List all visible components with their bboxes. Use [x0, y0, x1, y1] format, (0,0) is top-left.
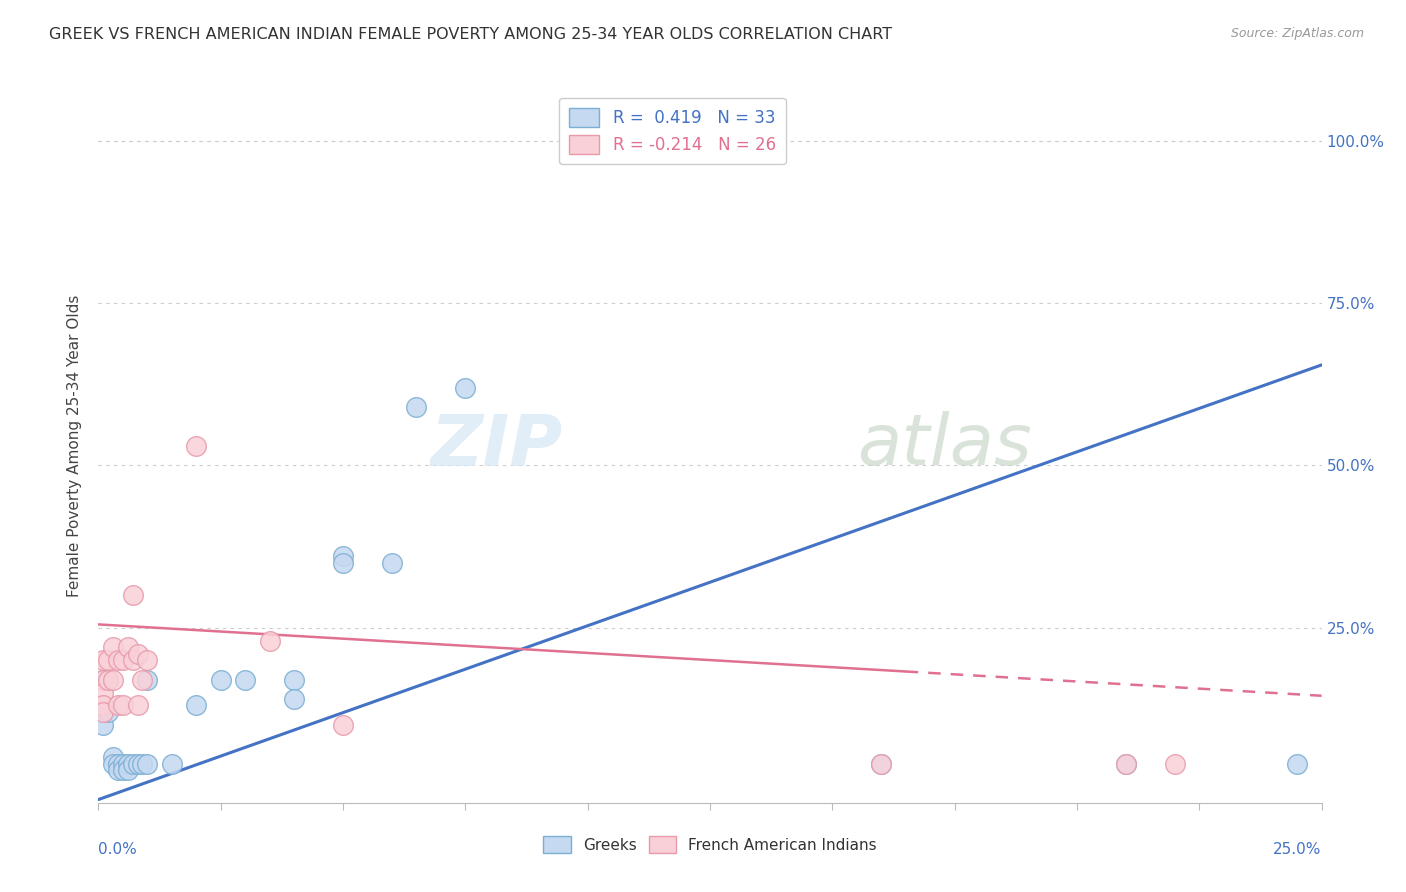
Point [121, 653, 143, 667]
Text: atlas: atlas [856, 411, 1032, 481]
Point [101, 673, 124, 687]
Point [259, 633, 281, 648]
Point [332, 718, 354, 732]
Point [136, 653, 159, 667]
Point [127, 756, 149, 771]
Point [91, 685, 114, 699]
Point [91, 698, 114, 713]
Text: 25.0%: 25.0% [1274, 842, 1322, 857]
Point [127, 698, 149, 713]
Point [209, 673, 232, 687]
Point [405, 400, 427, 414]
Point [283, 673, 305, 687]
Text: 0.0%: 0.0% [98, 842, 138, 857]
Point [91, 705, 114, 719]
Text: Source: ZipAtlas.com: Source: ZipAtlas.com [1230, 27, 1364, 40]
Point [136, 673, 159, 687]
Point [160, 756, 183, 771]
Point [1286, 756, 1309, 771]
Point [107, 756, 129, 771]
Point [117, 640, 139, 654]
Point [381, 556, 404, 570]
Point [121, 756, 143, 771]
Point [870, 756, 893, 771]
Point [111, 764, 134, 778]
Point [111, 698, 134, 713]
Point [97, 673, 120, 687]
Point [111, 756, 134, 771]
Point [91, 653, 114, 667]
Point [91, 698, 114, 713]
Point [332, 549, 354, 564]
Point [91, 673, 114, 687]
Legend: Greeks, French American Indians: Greeks, French American Indians [537, 830, 883, 859]
Point [136, 756, 159, 771]
Point [97, 673, 120, 687]
Point [233, 673, 256, 687]
Point [91, 718, 114, 732]
Point [131, 756, 153, 771]
Point [111, 653, 134, 667]
Point [1115, 756, 1137, 771]
Point [101, 750, 124, 764]
Point [97, 705, 120, 719]
Text: ZIP: ZIP [432, 411, 564, 481]
Point [186, 439, 208, 453]
Point [107, 698, 129, 713]
Point [91, 673, 114, 687]
Point [127, 647, 149, 661]
Point [117, 764, 139, 778]
Point [283, 692, 305, 706]
Point [186, 698, 208, 713]
Point [1164, 756, 1187, 771]
Point [454, 381, 477, 395]
Point [1115, 756, 1137, 771]
Point [91, 705, 114, 719]
Point [332, 556, 354, 570]
Point [107, 653, 129, 667]
Y-axis label: Female Poverty Among 25-34 Year Olds: Female Poverty Among 25-34 Year Olds [67, 295, 83, 597]
Text: GREEK VS FRENCH AMERICAN INDIAN FEMALE POVERTY AMONG 25-34 YEAR OLDS CORRELATION: GREEK VS FRENCH AMERICAN INDIAN FEMALE P… [49, 27, 893, 42]
Point [121, 588, 143, 602]
Point [101, 756, 124, 771]
Point [107, 764, 129, 778]
Point [117, 756, 139, 771]
Point [101, 640, 124, 654]
Point [97, 653, 120, 667]
Point [131, 673, 153, 687]
Point [870, 756, 893, 771]
